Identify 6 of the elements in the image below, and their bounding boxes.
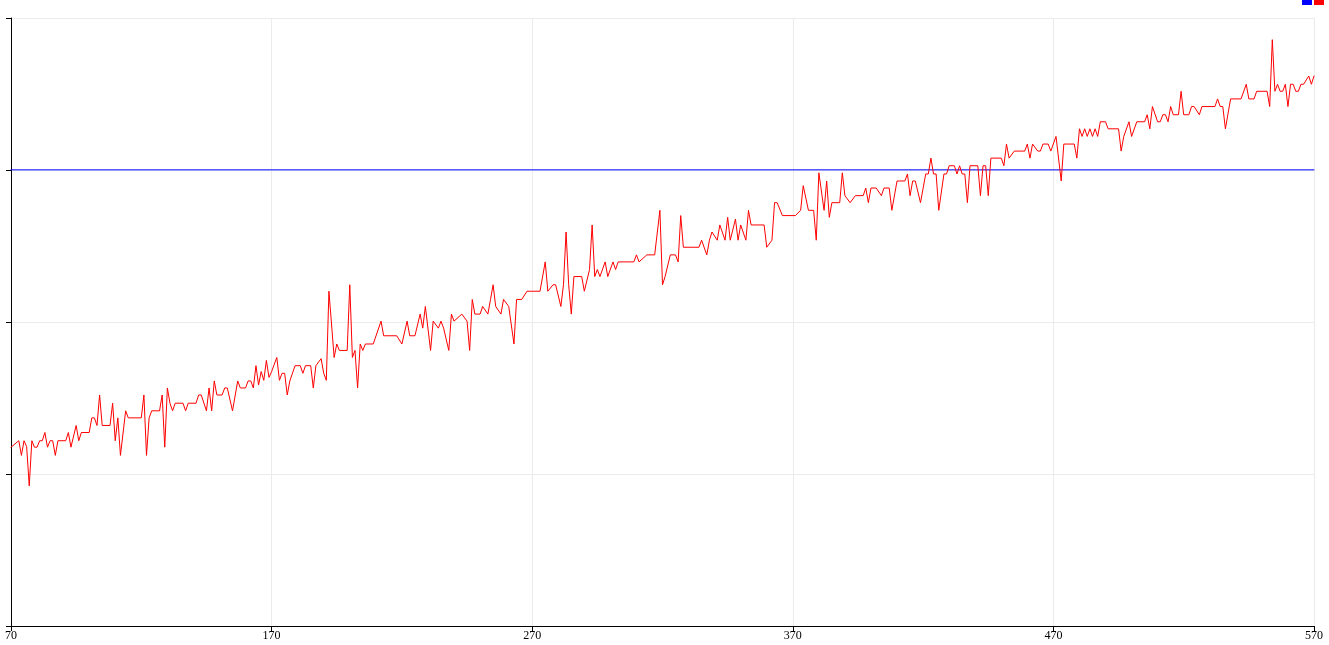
x-tick-label: 70 [5,628,17,642]
x-tick-label: 270 [523,628,542,642]
x-tick-label: 170 [262,628,281,642]
x-tick-label: 370 [783,628,802,642]
x-tick-label: 470 [1044,628,1063,642]
x-tick-label: 570 [1305,628,1323,642]
